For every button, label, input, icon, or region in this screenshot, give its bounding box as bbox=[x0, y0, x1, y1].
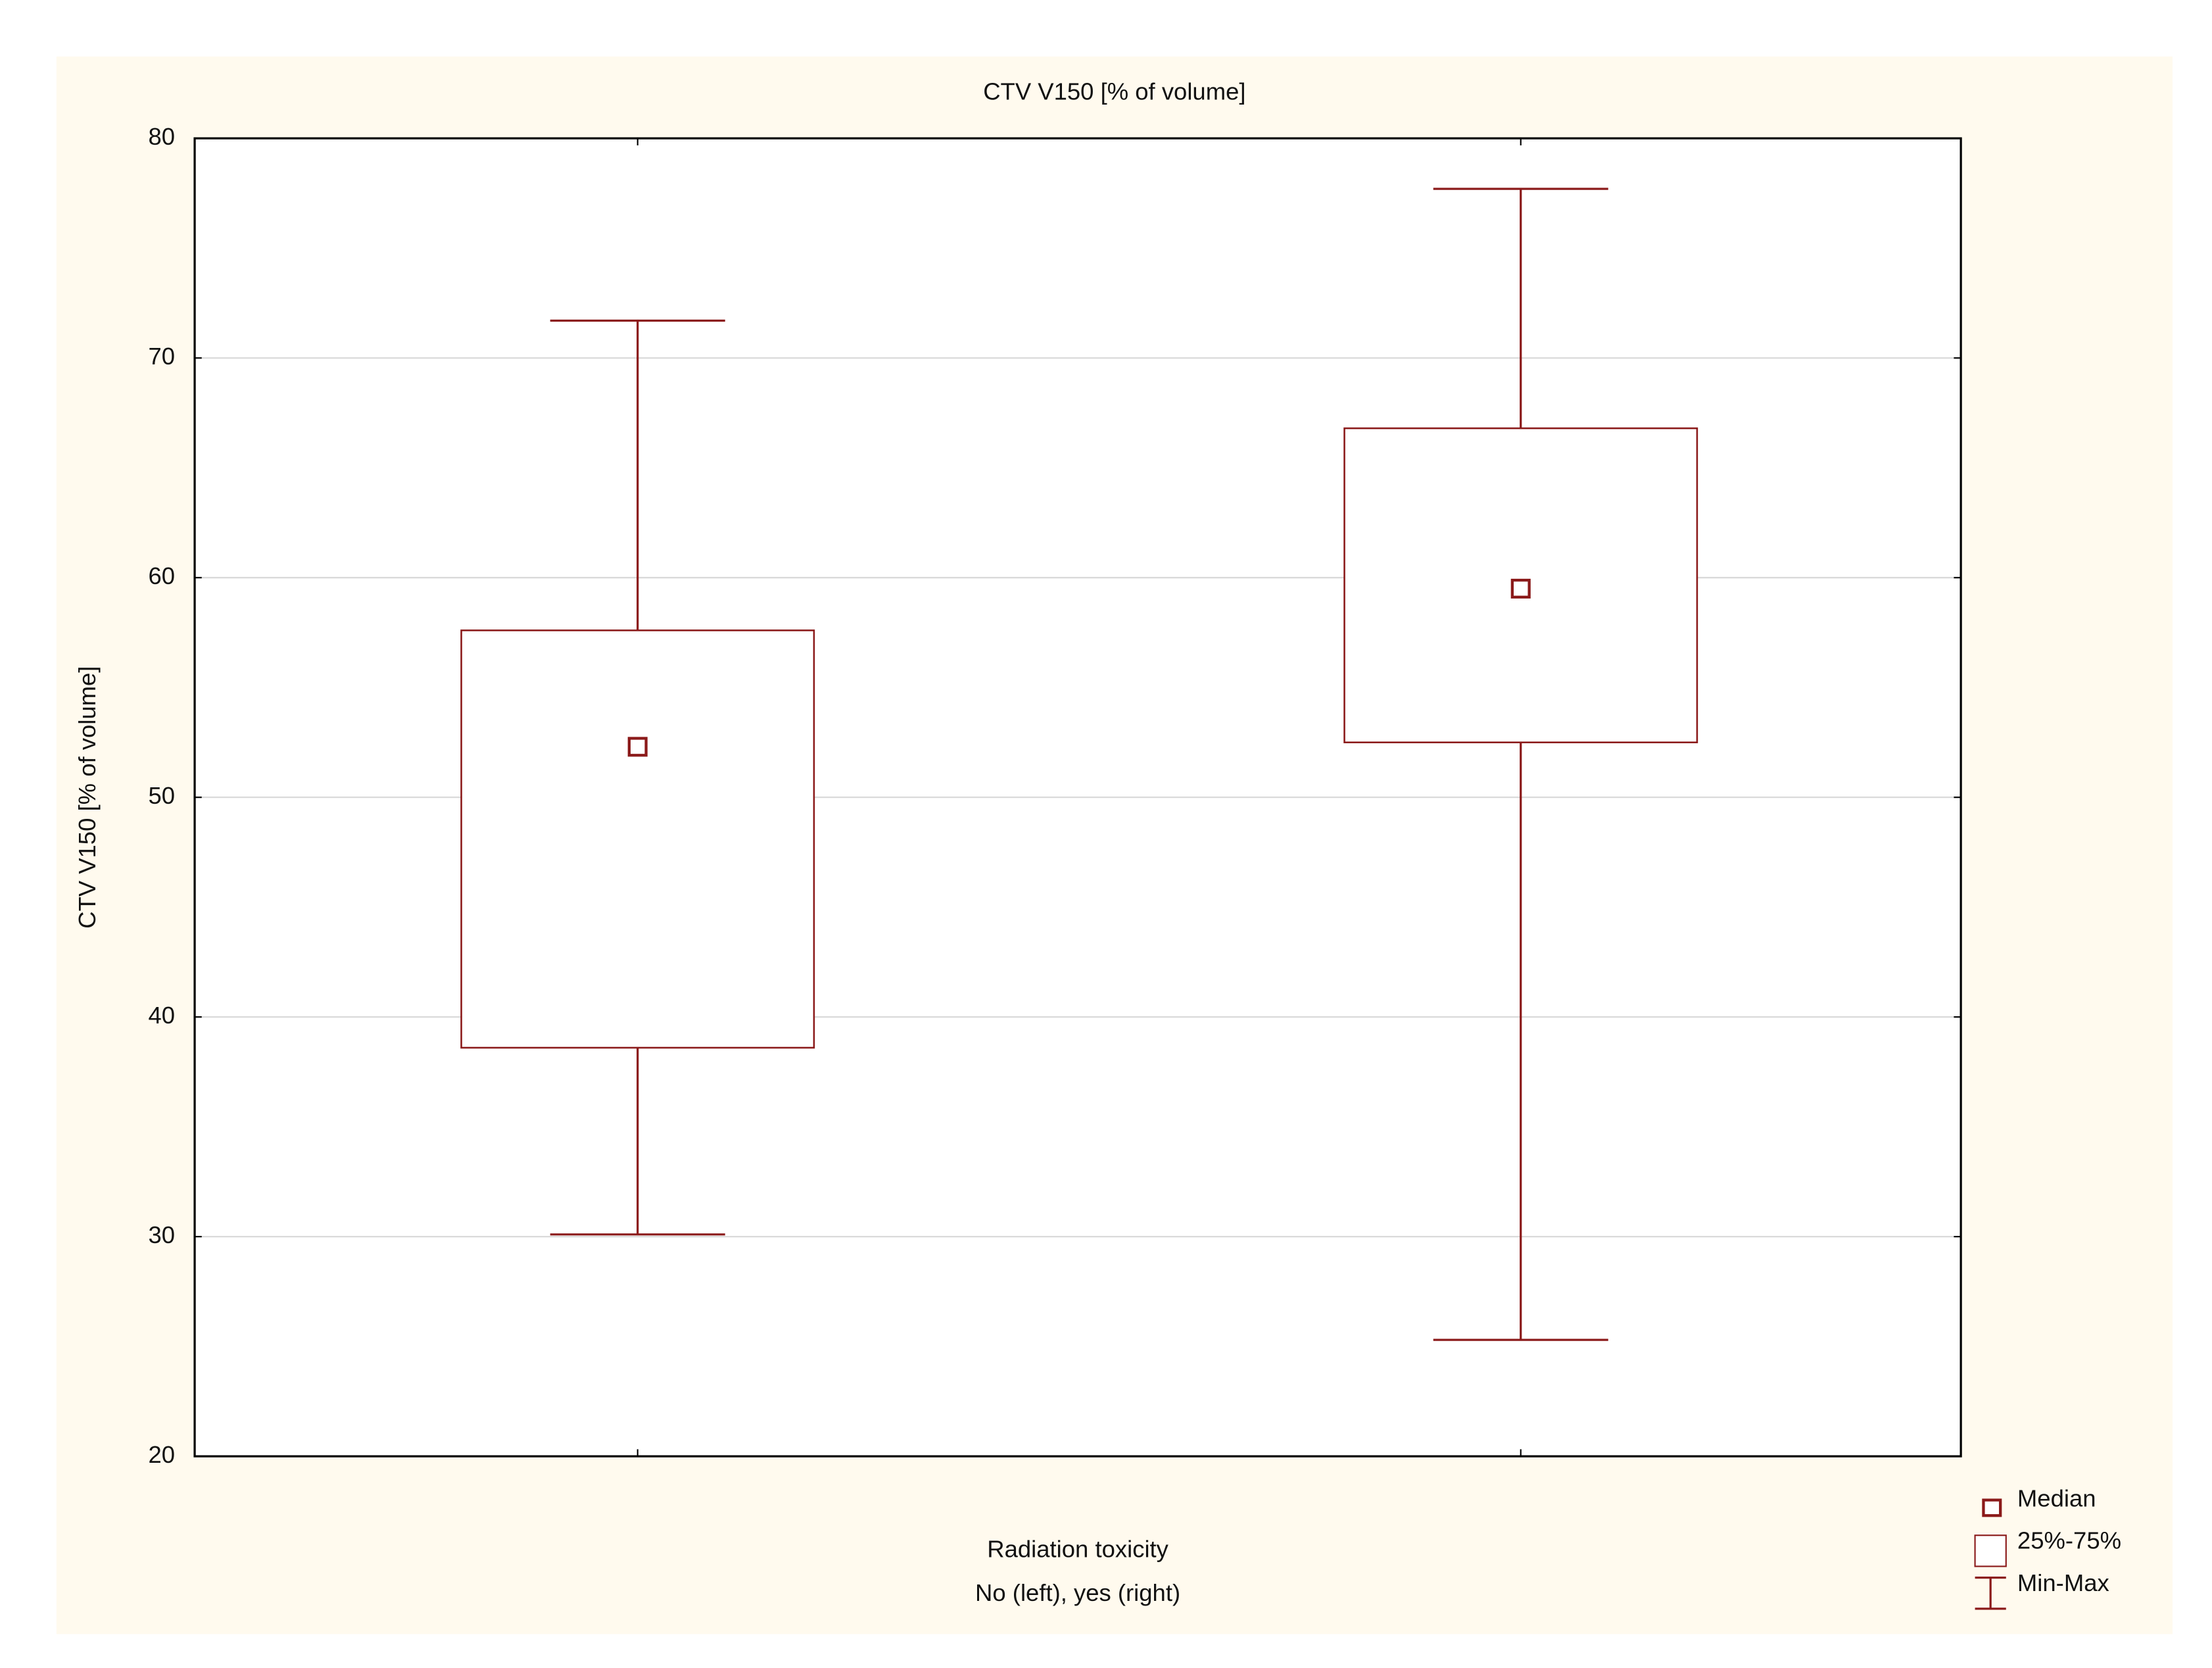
plot-border bbox=[193, 137, 1962, 1458]
legend-box-icon bbox=[1974, 1534, 2007, 1567]
median-marker bbox=[627, 737, 648, 757]
y-axis-label: CTV V150 [% of volume] bbox=[74, 666, 101, 929]
legend-label: Median bbox=[2017, 1484, 2096, 1511]
y-tick-label: 20 bbox=[148, 1441, 175, 1468]
y-tick-label: 60 bbox=[148, 562, 175, 589]
median-marker bbox=[1510, 578, 1531, 599]
y-tick-label: 80 bbox=[148, 123, 175, 150]
y-tick-label: 40 bbox=[148, 1002, 175, 1029]
legend-label: 25%-75% bbox=[2017, 1527, 2121, 1554]
box bbox=[460, 629, 815, 1049]
y-tick-label: 50 bbox=[148, 782, 175, 809]
legend-median-icon bbox=[1982, 1498, 2002, 1517]
legend-label: Min-Max bbox=[2017, 1569, 2109, 1596]
x-axis-label: Radiation toxicity bbox=[987, 1536, 1168, 1563]
x-axis-sublabel: No (left), yes (right) bbox=[975, 1579, 1180, 1606]
chart-title: CTV V150 [% of volume] bbox=[983, 78, 1245, 105]
y-tick-label: 30 bbox=[148, 1221, 175, 1248]
y-tick-label: 70 bbox=[148, 343, 175, 370]
